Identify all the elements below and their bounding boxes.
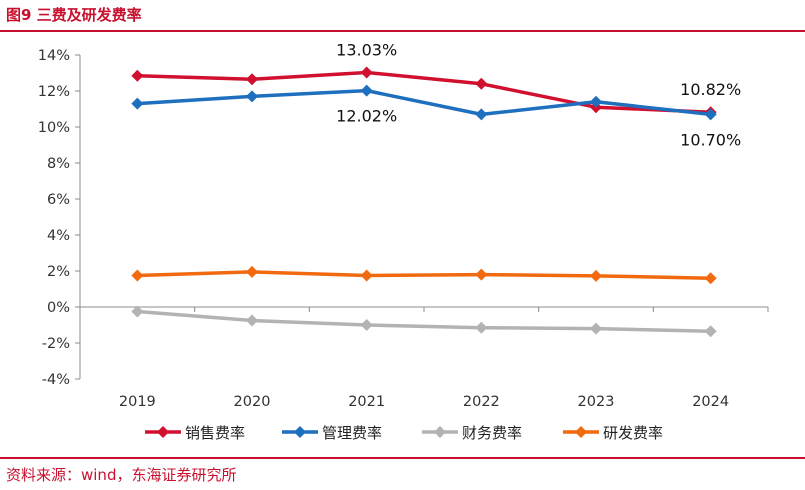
source-note: 资料来源：wind，东海证券研究所 (6, 466, 237, 484)
data-point (131, 69, 144, 82)
y-tick-label: -2% (42, 336, 70, 352)
data-label: 10.70% (680, 130, 741, 149)
y-tick-label: 4% (47, 228, 70, 244)
series-line-4 (137, 270, 711, 280)
data-point (246, 265, 258, 278)
bottom-divider (0, 457, 805, 459)
data-point (246, 90, 258, 103)
y-tick-label: -4% (42, 372, 70, 388)
series-line-1 (137, 70, 711, 114)
line-chart: -4% -2% 0% 2% 4% 6% 8% 10% 12% 14% 2019 2020 2021 202… (38, 40, 769, 442)
data-point (475, 268, 488, 281)
x-tick-label: 2020 (234, 394, 271, 410)
y-tick-label: 2% (47, 264, 70, 280)
data-label: 13.03% (336, 40, 397, 59)
series-line-3 (137, 309, 711, 334)
x-tick-label: 2021 (348, 394, 385, 410)
data-point (360, 319, 373, 331)
x-tick-label: 2023 (578, 394, 615, 410)
data-label: 12.02% (336, 107, 397, 126)
data-point (360, 84, 373, 97)
x-tick-label: 2024 (692, 394, 729, 410)
data-point (590, 269, 602, 282)
legend-label: 销售费率 (185, 424, 245, 442)
data-point (704, 272, 717, 285)
legend-marker (157, 426, 169, 438)
y-tick-label: 6% (47, 192, 70, 208)
data-label: 10.82% (680, 80, 741, 99)
data-point (590, 322, 602, 335)
data-point (704, 108, 717, 121)
y-tick-label: 0% (47, 300, 70, 316)
legend-label: 管理费率 (322, 424, 382, 442)
y-tick-label: 8% (47, 156, 70, 172)
legend-label: 财务费率 (462, 424, 522, 442)
x-tick-label: 2019 (119, 394, 156, 410)
y-tick-label: 14% (38, 48, 70, 64)
data-point (246, 73, 258, 86)
x-tick-label: 2022 (463, 394, 500, 410)
data-point (360, 269, 373, 282)
top-divider (0, 30, 805, 32)
data-point (131, 269, 144, 282)
data-point (246, 314, 258, 327)
figure-title: 图9 三费及研发费率 (6, 6, 142, 24)
data-point (360, 66, 373, 79)
data-point (704, 325, 717, 338)
data-point (475, 77, 488, 90)
series-line-2 (137, 88, 711, 117)
legend-label: 研发费率 (603, 424, 663, 442)
legend-marker (434, 426, 446, 438)
legend-marker (294, 426, 306, 438)
data-point (131, 305, 144, 318)
legend-marker (575, 426, 587, 438)
data-point (475, 321, 488, 334)
y-tick-label: 12% (38, 84, 70, 100)
y-tick-label: 10% (38, 120, 70, 136)
data-point (475, 108, 488, 121)
data-point (131, 97, 144, 110)
data-point (590, 95, 602, 108)
